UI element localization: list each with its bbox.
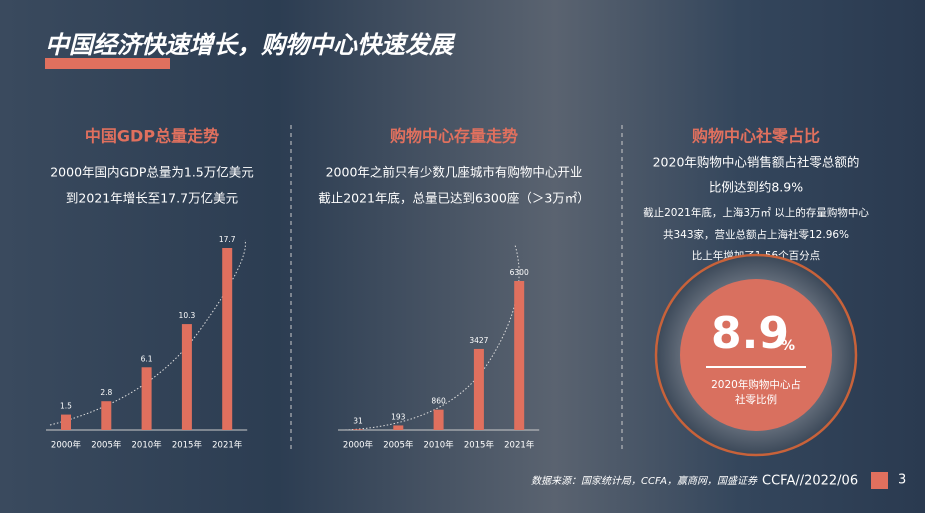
- panel-title: 购物中心社零占比: [692, 127, 820, 146]
- slide-title: 中国经济快速增长，购物中心快速发展: [45, 31, 456, 59]
- source: 数据来源：国家统计局，CCFA，赢商网，国盛证券: [531, 475, 758, 487]
- value-label: 6300: [510, 268, 529, 277]
- value-label: 10.3: [179, 311, 196, 320]
- x-tick-label: 2015年: [464, 440, 495, 451]
- trend-curve: [49, 239, 246, 426]
- caption: 社零比例: [735, 393, 777, 406]
- x-tick-label: 2010年: [424, 440, 455, 451]
- x-tick-label: 2005年: [383, 440, 414, 451]
- bar: [101, 401, 112, 430]
- x-tick-label: 2021年: [212, 440, 243, 451]
- chart-subtitle: 2000年之前只有少数几座城市有购物中心开业: [326, 165, 583, 180]
- share-panel: 购物中心社零占比 2020年购物中心销售额占社零总额的 比例达到约8.9% 截止…: [643, 127, 869, 457]
- chart-title: 购物中心存量走势: [390, 127, 518, 146]
- x-tick-label: 2005年: [91, 440, 122, 451]
- value-label: 17.7: [219, 235, 236, 244]
- value-label: 3427: [469, 336, 488, 345]
- page-marker: [871, 472, 888, 489]
- bar: [393, 425, 404, 430]
- bar: [514, 281, 525, 430]
- value-label: 6.1: [141, 354, 153, 363]
- chart-title: 中国GDP总量走势: [85, 127, 219, 146]
- panel-line: 比例达到约8.9%: [709, 180, 803, 195]
- caption: 2020年购物中心占: [711, 378, 801, 391]
- panel-note: 共343家，营业总额占上海社零12.96%: [663, 228, 849, 241]
- big-value: 8.9: [711, 308, 789, 359]
- bar: [433, 409, 444, 430]
- bar: [222, 248, 233, 430]
- panel-line: 2020年购物中心销售额占社零总额的: [653, 155, 860, 170]
- value-label: 31: [353, 416, 363, 425]
- x-tick-label: 2000年: [343, 440, 374, 451]
- doc-code: CCFA//2022/06: [762, 474, 858, 489]
- bar: [61, 414, 71, 430]
- x-tick-label: 2021年: [504, 440, 535, 451]
- value-label: 2.8: [100, 388, 112, 397]
- bar: [141, 367, 152, 430]
- panel-note: 截止2021年底，上海3万㎡ 以上的存量购物中心: [643, 206, 869, 219]
- chart-subtitle: 到2021年增长至17.7万亿美元: [66, 191, 238, 206]
- bar: [353, 429, 363, 430]
- value-label: 860: [431, 397, 446, 406]
- inner-circle: [680, 279, 832, 431]
- bar: [473, 348, 484, 430]
- chart-subtitle: 2000年国内GDP总量为1.5万亿美元: [50, 165, 254, 180]
- x-tick-label: 2010年: [132, 440, 163, 451]
- value-label: 1.5: [60, 402, 72, 411]
- chart-subtitle: 截止2021年底，总量已达到6300座（＞3万㎡）: [318, 191, 590, 206]
- value-label: 193: [391, 412, 406, 421]
- page-number: 3: [898, 473, 906, 488]
- x-tick-label: 2015年: [172, 440, 203, 451]
- big-unit: %: [781, 338, 795, 354]
- title-accent: [45, 58, 170, 69]
- x-tick-label: 2000年: [51, 440, 82, 451]
- bar: [181, 324, 192, 430]
